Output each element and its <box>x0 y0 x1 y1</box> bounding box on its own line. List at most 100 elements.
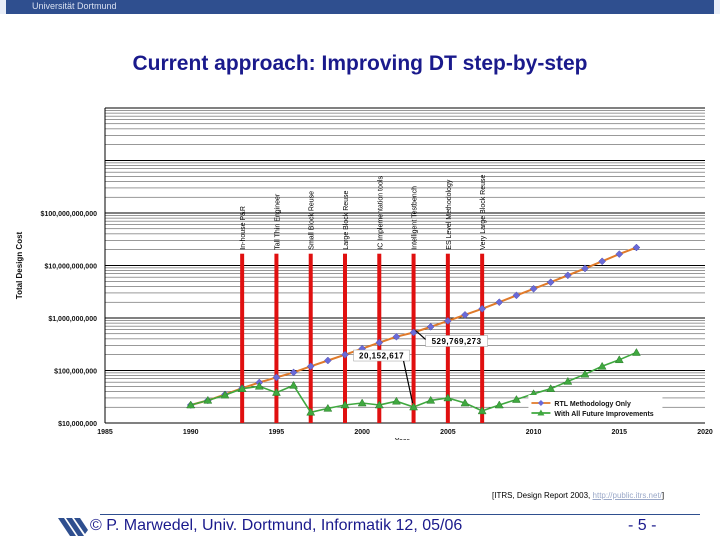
rtl-data-point <box>426 322 435 331</box>
y-tick-label: $10,000,000 <box>58 421 97 428</box>
improvement-bar <box>411 253 416 423</box>
y-axis-title: Total Design Cost <box>15 231 24 299</box>
y-tick-label: $100,000,000 <box>54 369 97 376</box>
annotation-box <box>425 335 488 347</box>
x-tick-label: 2010 <box>526 429 542 436</box>
corner-decoration <box>714 0 720 14</box>
rtl-data-point <box>324 356 332 365</box>
improvement-bar <box>308 253 313 423</box>
annotation-box <box>353 349 410 362</box>
y-tick-label: $1,000,000,000 <box>48 316 97 323</box>
source-prefix: [ITRS, Design Report 2003, <box>492 491 591 500</box>
improvements-data-point <box>186 400 196 409</box>
improvements-data-point <box>340 400 350 409</box>
rtl-data-point <box>478 304 486 313</box>
annotation-arrow <box>415 330 426 340</box>
slide-title: Current approach: Improving DT step-by-s… <box>132 52 588 75</box>
improvements-data-point <box>374 400 384 409</box>
rtl-data-point <box>564 271 572 280</box>
annotation-arrow <box>402 360 414 404</box>
rtl-data-point <box>512 291 521 300</box>
x-tick-label: 1990 <box>183 429 199 436</box>
x-tick-label: 2020 <box>697 429 713 436</box>
improvements-data-point <box>511 395 521 403</box>
improvements-data-point <box>477 406 487 415</box>
x-axis-title: Year <box>395 438 410 440</box>
improvement-bar <box>240 253 245 423</box>
improvements-data-point <box>323 403 333 412</box>
improvements-data-point <box>220 390 230 399</box>
rtl-data-point <box>529 284 538 293</box>
improvement-bar <box>343 253 347 423</box>
improvements-data-point <box>614 355 624 364</box>
university-logo-icon <box>58 518 88 536</box>
improvement-bar <box>377 253 382 423</box>
legend-swatch-marker <box>537 400 544 406</box>
improvements-data-point <box>254 381 264 390</box>
rtl-data-point <box>546 278 555 287</box>
rtl-data-point <box>289 368 298 377</box>
y-tick-label: $100,000,000,000 <box>41 211 98 218</box>
rtl-data-point <box>392 332 401 341</box>
x-tick-label: 1985 <box>97 429 113 436</box>
legend-label: RTL Methodology Only <box>554 401 631 408</box>
improvements-data-point <box>631 348 641 356</box>
improvements-data-point <box>426 395 436 404</box>
improvement-label: Very Large Block Reuse <box>480 174 487 249</box>
improvements-data-point <box>546 384 556 392</box>
source-link[interactable]: http://public.itrs.net/ <box>592 491 662 500</box>
rtl-data-point <box>598 257 606 266</box>
rtl-data-point <box>444 317 452 325</box>
x-tick-label: 2000 <box>354 429 370 436</box>
improvements-data-point <box>271 388 281 396</box>
improvement-label: Intelligent Testbench <box>412 186 419 250</box>
rtl-data-point <box>461 310 469 319</box>
improvements-data-point <box>563 376 573 385</box>
annotation-rtl-value: 529,769,273 <box>432 337 482 346</box>
improvements-data-point <box>494 400 504 409</box>
header-bar: Universität Dortmund <box>0 0 720 14</box>
improvement-label: ES Level Methodology <box>446 179 453 250</box>
legend-swatch-marker <box>537 409 545 416</box>
rtl-data-point <box>495 298 504 307</box>
page-number: - 5 - <box>628 517 657 534</box>
footer-text: © P. Marwedel, Univ. Dortmund, Informati… <box>90 517 463 534</box>
legend-box <box>528 395 663 421</box>
source-citation: [ITRS, Design Report 2003, http://public… <box>492 491 664 500</box>
rtl-data-point <box>306 362 315 371</box>
rtl-data-point <box>632 243 641 252</box>
improvements-data-point <box>237 384 247 392</box>
improvements-data-point <box>357 398 367 407</box>
improvement-bar <box>274 253 279 423</box>
improvements-data-point <box>203 395 213 404</box>
improvements-data-point <box>443 393 453 402</box>
corner-decoration <box>0 0 6 14</box>
rtl-data-point <box>341 350 349 359</box>
x-tick-label: 2005 <box>440 429 456 436</box>
improvements-data-point <box>391 396 401 405</box>
legend-label: With All Future Improvements <box>554 411 653 418</box>
source-suffix: ] <box>661 491 665 500</box>
rtl-data-point <box>272 373 281 382</box>
improvement-label: In-house P&R <box>240 206 247 250</box>
improvements-data-point <box>409 402 419 411</box>
x-tick-label: 1995 <box>269 429 285 436</box>
improvement-label: Large Block Reuse <box>343 190 350 249</box>
improvements-data-point <box>597 361 607 370</box>
rtl-data-point <box>409 328 418 337</box>
improvement-label: IC Implementation tools <box>377 176 384 250</box>
annotation-improved-value: 20,152,617 <box>359 352 404 361</box>
improvements-data-point <box>306 407 316 416</box>
improvements-data-point <box>460 398 470 407</box>
rtl-data-point <box>581 264 589 273</box>
y-tick-label: $10,000,000,000 <box>44 264 97 271</box>
improvement-label: Tall Thin Engineer <box>274 193 281 250</box>
design-cost-chart: $10,000,000 $100,000,000 $1,000,000,000 $10… <box>15 107 713 440</box>
rtl-data-point <box>615 250 624 258</box>
x-tick-label: 2015 <box>611 429 627 436</box>
improvements-data-point <box>580 369 590 378</box>
improvements-data-point <box>289 380 299 389</box>
improvement-label: Small Block Reuse <box>309 191 316 250</box>
university-name: Universität Dortmund <box>32 1 117 11</box>
footer-rule <box>100 514 700 515</box>
